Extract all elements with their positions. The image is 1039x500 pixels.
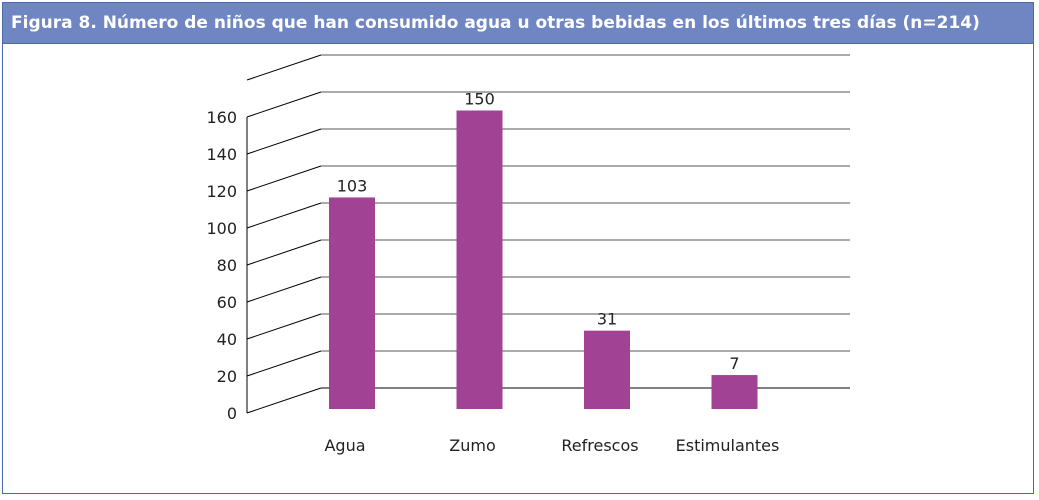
- gridline-depth: [246, 350, 322, 377]
- bar-zumo: [456, 110, 503, 409]
- y-tick-label: 0: [227, 404, 237, 423]
- gridline-depth: [246, 54, 322, 81]
- y-tick-label: 160: [206, 108, 237, 127]
- figure-title: Figura 8. Número de niños que han consum…: [3, 3, 1033, 44]
- y-tick-label: 20: [217, 367, 237, 386]
- data-label: 31: [597, 310, 617, 329]
- gridline-depth: [246, 239, 322, 266]
- gridline-depth: [246, 387, 322, 414]
- y-tick-label: 40: [217, 330, 237, 349]
- data-label: 103: [337, 176, 368, 195]
- gridline-depth: [246, 276, 322, 303]
- y-tick-label: 140: [206, 145, 237, 164]
- y-tick-label: 100: [206, 219, 237, 238]
- gridline-depth: [246, 202, 322, 229]
- y-tick-label: 120: [206, 182, 237, 201]
- y-tick-label: 60: [217, 293, 237, 312]
- figure-frame: Figura 8. Número de niños que han consum…: [2, 2, 1034, 494]
- bar-estimulantes: [711, 375, 758, 409]
- gridline-depth: [246, 128, 322, 155]
- gridline-depth: [246, 165, 322, 192]
- bar-refrescos: [584, 330, 630, 409]
- y-tick-label: 80: [217, 256, 237, 275]
- gridline-depth: [246, 91, 322, 118]
- x-tick-label: Estimulantes: [676, 436, 780, 455]
- x-tick-label: Zumo: [449, 436, 495, 455]
- data-label: 7: [729, 354, 739, 373]
- bar-agua: [329, 197, 375, 409]
- x-tick-label: Refrescos: [561, 436, 638, 455]
- data-label: 150: [464, 90, 495, 109]
- x-tick-label: Agua: [324, 436, 365, 455]
- gridline-depth: [246, 313, 322, 340]
